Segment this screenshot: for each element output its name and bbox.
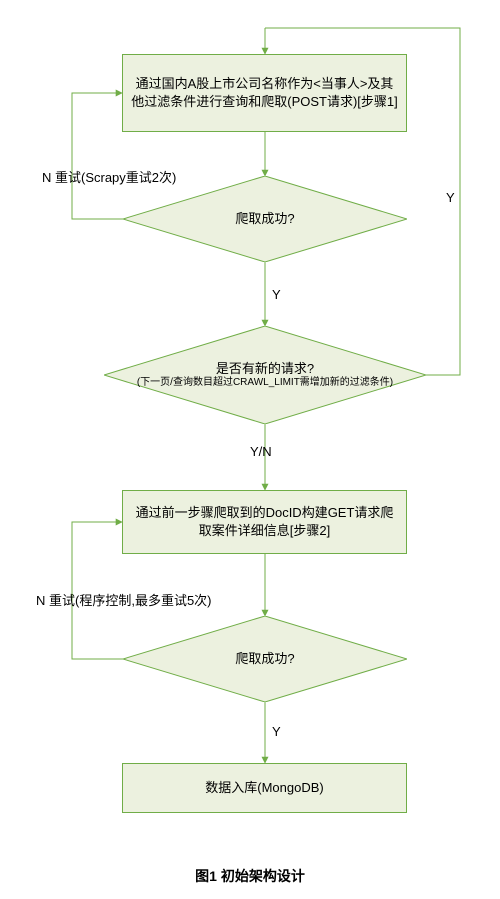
node-d3-text: 爬取成功? <box>235 651 294 667</box>
node-decision-crawl-success-2: 爬取成功? <box>123 616 407 702</box>
edge-label-retry2: N 重试(程序控制,最多重试5次) <box>36 590 212 609</box>
node-d2-text-sub: (下一页/查询数目超过CRAWL_LIMIT需增加新的过滤条件) <box>137 377 393 389</box>
flowchart-canvas: 通过国内A股上市公司名称作为<当事人>及其他过滤条件进行查询和爬取(POST请求… <box>0 0 500 899</box>
edge-label-y1: Y <box>272 287 281 302</box>
edge-label-yn: Y/N <box>250 444 272 459</box>
node-d1-text: 爬取成功? <box>235 211 294 227</box>
node-decision-crawl-success-1: 爬取成功? <box>123 176 407 262</box>
figure-caption: 图1 初始架构设计 <box>0 866 500 886</box>
node-step1-text: 通过国内A股上市公司名称作为<当事人>及其他过滤条件进行查询和爬取(POST请求… <box>131 75 398 110</box>
node-d2-text-main: 是否有新的请求? <box>216 361 314 377</box>
node-store-text: 数据入库(MongoDB) <box>205 779 323 797</box>
node-decision-new-request: 是否有新的请求? (下一页/查询数目超过CRAWL_LIMIT需增加新的过滤条件… <box>104 326 426 424</box>
node-step1: 通过国内A股上市公司名称作为<当事人>及其他过滤条件进行查询和爬取(POST请求… <box>122 54 407 132</box>
node-store-mongodb: 数据入库(MongoDB) <box>122 763 407 813</box>
edge-label-loop-y: Y <box>446 190 455 205</box>
node-step2: 通过前一步骤爬取到的DocID构建GET请求爬取案件详细信息[步骤2] <box>122 490 407 554</box>
edge-label-y3: Y <box>272 724 281 739</box>
edge-label-retry1: N 重试(Scrapy重试2次) <box>42 167 176 186</box>
node-step2-text: 通过前一步骤爬取到的DocID构建GET请求爬取案件详细信息[步骤2] <box>131 504 398 539</box>
